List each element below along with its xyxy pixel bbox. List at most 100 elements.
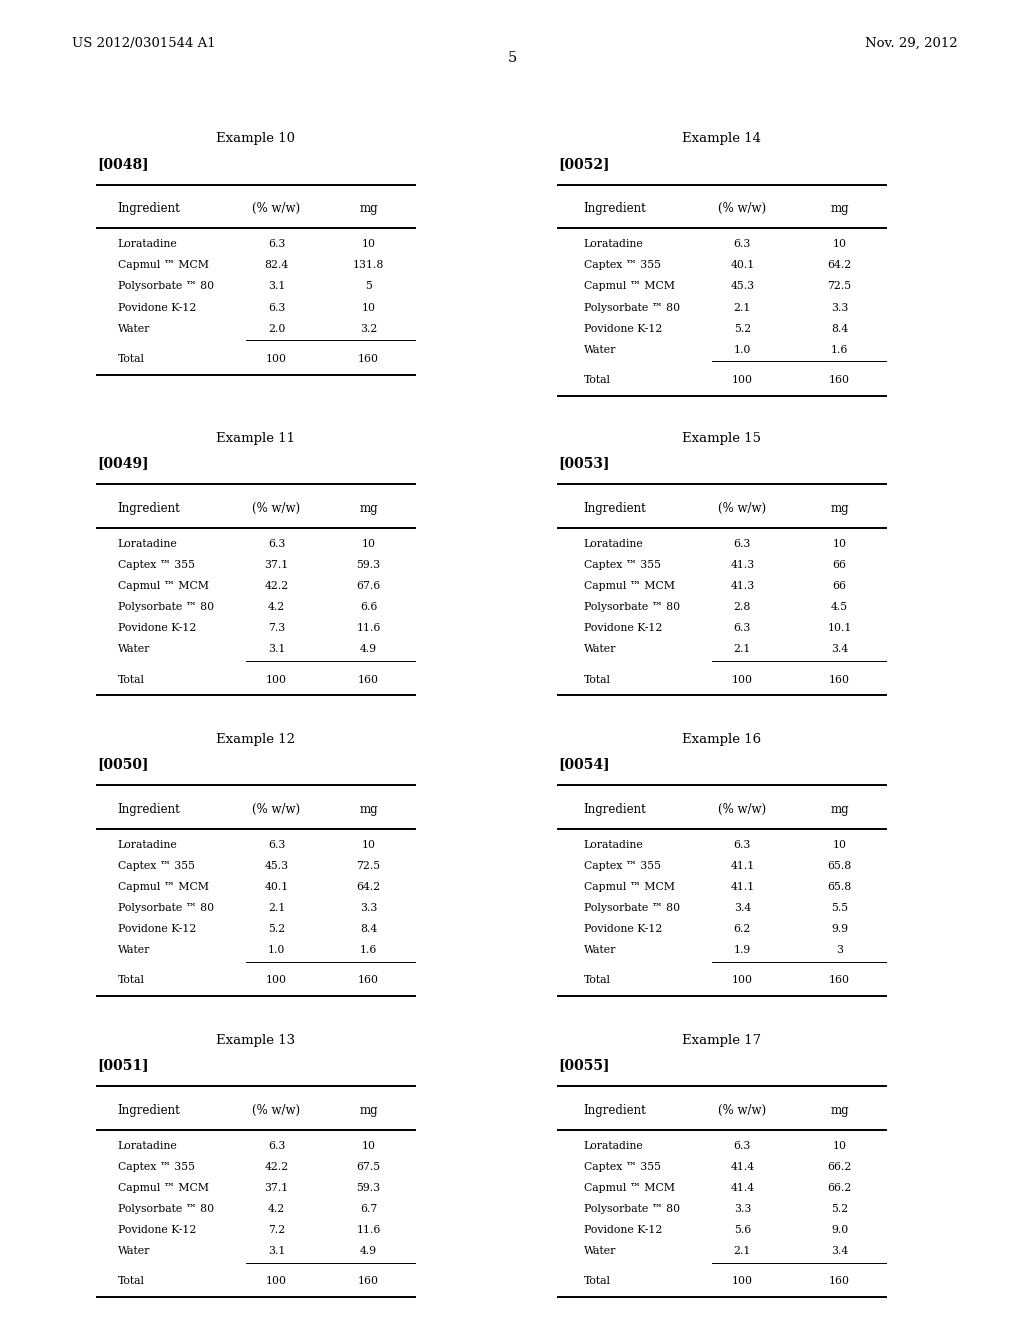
- Text: (% w/w): (% w/w): [719, 502, 766, 515]
- Text: Example 12: Example 12: [216, 733, 296, 746]
- Text: (% w/w): (% w/w): [253, 1104, 300, 1117]
- Text: [0050]: [0050]: [97, 758, 148, 771]
- Text: Loratadine: Loratadine: [584, 840, 643, 850]
- Text: Polysorbate ™ 80: Polysorbate ™ 80: [118, 281, 214, 292]
- Text: 10: 10: [361, 840, 376, 850]
- Text: 37.1: 37.1: [264, 560, 289, 570]
- Text: 10: 10: [361, 1140, 376, 1151]
- Text: 1.9: 1.9: [734, 945, 751, 956]
- Text: 100: 100: [732, 1276, 753, 1287]
- Text: Povidone K-12: Povidone K-12: [118, 302, 197, 313]
- Text: 41.1: 41.1: [730, 882, 755, 892]
- Text: Loratadine: Loratadine: [118, 239, 177, 249]
- Text: 1.0: 1.0: [268, 945, 285, 956]
- Text: Nov. 29, 2012: Nov. 29, 2012: [865, 37, 957, 50]
- Text: Loratadine: Loratadine: [584, 1140, 643, 1151]
- Text: 160: 160: [358, 354, 379, 364]
- Text: Example 14: Example 14: [682, 132, 762, 145]
- Text: Water: Water: [118, 644, 151, 655]
- Text: (% w/w): (% w/w): [719, 803, 766, 816]
- Text: 66.2: 66.2: [827, 1183, 852, 1193]
- Text: Loratadine: Loratadine: [118, 1140, 177, 1151]
- Text: [0048]: [0048]: [97, 157, 148, 170]
- Text: Water: Water: [584, 1246, 616, 1257]
- Text: 8.4: 8.4: [831, 323, 848, 334]
- Text: 11.6: 11.6: [356, 623, 381, 634]
- Text: 6.3: 6.3: [734, 539, 751, 549]
- Text: Polysorbate ™ 80: Polysorbate ™ 80: [584, 602, 680, 612]
- Text: Polysorbate ™ 80: Polysorbate ™ 80: [584, 903, 680, 913]
- Text: Capmul ™ MCM: Capmul ™ MCM: [118, 260, 209, 271]
- Text: 6.3: 6.3: [734, 623, 751, 634]
- Text: [0049]: [0049]: [97, 457, 148, 470]
- Text: 4.2: 4.2: [268, 602, 285, 612]
- Text: Capmul ™ MCM: Capmul ™ MCM: [584, 281, 675, 292]
- Text: 9.0: 9.0: [831, 1225, 848, 1236]
- Text: 160: 160: [358, 1276, 379, 1287]
- Text: (% w/w): (% w/w): [253, 803, 300, 816]
- Text: 1.6: 1.6: [831, 345, 848, 355]
- Text: [0052]: [0052]: [558, 157, 609, 170]
- Text: 3.1: 3.1: [268, 1246, 285, 1257]
- Text: 5.6: 5.6: [734, 1225, 751, 1236]
- Text: Captex ™ 355: Captex ™ 355: [118, 861, 195, 871]
- Text: mg: mg: [359, 803, 378, 816]
- Text: 3.4: 3.4: [831, 1246, 848, 1257]
- Text: Captex ™ 355: Captex ™ 355: [584, 260, 660, 271]
- Text: 100: 100: [732, 675, 753, 685]
- Text: Loratadine: Loratadine: [118, 840, 177, 850]
- Text: Ingredient: Ingredient: [584, 803, 646, 816]
- Text: 6.3: 6.3: [734, 840, 751, 850]
- Text: 7.2: 7.2: [268, 1225, 285, 1236]
- Text: 160: 160: [358, 975, 379, 986]
- Text: 4.5: 4.5: [831, 602, 848, 612]
- Text: Polysorbate ™ 80: Polysorbate ™ 80: [584, 302, 680, 313]
- Text: 2.0: 2.0: [268, 323, 285, 334]
- Text: Loratadine: Loratadine: [584, 239, 643, 249]
- Text: 160: 160: [829, 675, 850, 685]
- Text: mg: mg: [830, 1104, 849, 1117]
- Text: 4.9: 4.9: [360, 1246, 377, 1257]
- Text: 2.1: 2.1: [734, 644, 751, 655]
- Text: 100: 100: [266, 675, 287, 685]
- Text: 100: 100: [266, 975, 287, 986]
- Text: Water: Water: [584, 644, 616, 655]
- Text: Ingredient: Ingredient: [118, 202, 180, 215]
- Text: 3: 3: [837, 945, 843, 956]
- Text: 6.6: 6.6: [360, 602, 377, 612]
- Text: 42.2: 42.2: [264, 1162, 289, 1172]
- Text: 82.4: 82.4: [264, 260, 289, 271]
- Text: mg: mg: [830, 803, 849, 816]
- Text: 10: 10: [833, 239, 847, 249]
- Text: Captex ™ 355: Captex ™ 355: [584, 861, 660, 871]
- Text: Total: Total: [584, 375, 610, 385]
- Text: (% w/w): (% w/w): [253, 202, 300, 215]
- Text: 5.2: 5.2: [268, 924, 285, 935]
- Text: 6.3: 6.3: [734, 1140, 751, 1151]
- Text: Loratadine: Loratadine: [118, 539, 177, 549]
- Text: 10: 10: [361, 239, 376, 249]
- Text: 6.3: 6.3: [268, 239, 285, 249]
- Text: Ingredient: Ingredient: [118, 1104, 180, 1117]
- Text: Total: Total: [584, 675, 610, 685]
- Text: Water: Water: [118, 1246, 151, 1257]
- Text: 67.6: 67.6: [356, 581, 381, 591]
- Text: 3.1: 3.1: [268, 281, 285, 292]
- Text: 66: 66: [833, 581, 847, 591]
- Text: Example 17: Example 17: [682, 1034, 762, 1047]
- Text: Total: Total: [584, 1276, 610, 1287]
- Text: 6.3: 6.3: [268, 302, 285, 313]
- Text: Capmul ™ MCM: Capmul ™ MCM: [118, 1183, 209, 1193]
- Text: Captex ™ 355: Captex ™ 355: [118, 560, 195, 570]
- Text: 45.3: 45.3: [264, 861, 289, 871]
- Text: 5.2: 5.2: [831, 1204, 848, 1214]
- Text: 10: 10: [833, 1140, 847, 1151]
- Text: 42.2: 42.2: [264, 581, 289, 591]
- Text: 65.8: 65.8: [827, 861, 852, 871]
- Text: 41.3: 41.3: [730, 560, 755, 570]
- Text: 1.6: 1.6: [360, 945, 377, 956]
- Text: 6.3: 6.3: [268, 539, 285, 549]
- Text: 10: 10: [361, 302, 376, 313]
- Text: 65.8: 65.8: [827, 882, 852, 892]
- Text: US 2012/0301544 A1: US 2012/0301544 A1: [72, 37, 215, 50]
